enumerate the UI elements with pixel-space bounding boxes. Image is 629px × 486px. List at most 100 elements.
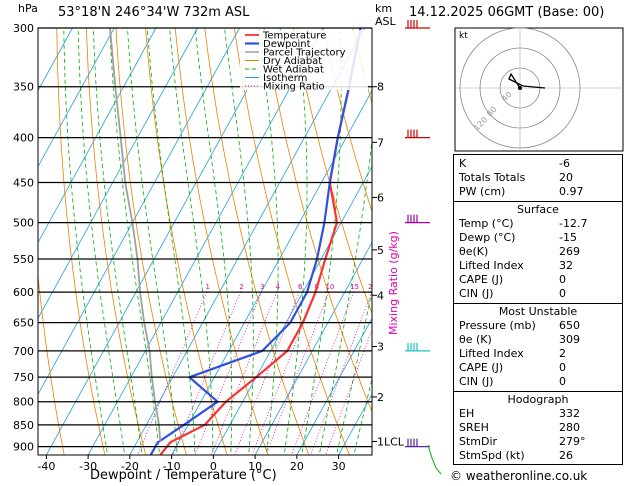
mixing-ratio-label: 3 bbox=[260, 283, 264, 291]
hodograph-center-dot bbox=[518, 86, 522, 90]
dry-adiabat bbox=[86, 28, 147, 455]
pressure-tick-label: 600 bbox=[13, 286, 34, 299]
hodograph-unit: kt bbox=[459, 31, 468, 41]
legend-box bbox=[240, 30, 368, 90]
series-dewpoint bbox=[149, 28, 362, 455]
legend-item: Dewpoint bbox=[263, 39, 311, 50]
x-axis-label: Dewpoint / Temperature (°C) bbox=[90, 468, 277, 483]
temp-tick-label: -40 bbox=[37, 460, 55, 473]
hodo-eh: EH 332 bbox=[459, 407, 580, 420]
pressure-tick-label: 700 bbox=[13, 345, 34, 358]
hodograph-frame bbox=[454, 27, 624, 152]
isotherm-line bbox=[38, 28, 115, 168]
stat-row-k: K -6 bbox=[459, 157, 570, 170]
mu-cape: CAPE (J) 0 bbox=[459, 361, 566, 374]
wet-adiabat bbox=[258, 28, 279, 455]
series-temperature bbox=[159, 28, 362, 455]
isotherm-line bbox=[38, 28, 199, 320]
dry-adiabat bbox=[204, 28, 310, 455]
mixing-ratio-axis-label: Mixing Ratio (g/kg) bbox=[387, 231, 400, 335]
mixing-ratio-label: 15 bbox=[350, 283, 359, 291]
dry-adiabat bbox=[233, 28, 350, 455]
wet-adiabat bbox=[109, 28, 160, 455]
temp-tick-label: 30 bbox=[332, 460, 346, 473]
legend-item: Temperature bbox=[262, 31, 326, 42]
header-datetime: 14.12.2025 06GMT (Base: 00) bbox=[409, 5, 605, 20]
isotherm-line bbox=[87, 28, 324, 455]
mu-pressure: Pressure (mb) 650 bbox=[459, 319, 580, 332]
dry-adiabat bbox=[293, 28, 372, 315]
mixing-ratio-label: 20 bbox=[368, 283, 377, 291]
wind-barb bbox=[405, 342, 430, 352]
temp-tick-label: -30 bbox=[79, 460, 97, 473]
mixing-ratio-line bbox=[194, 291, 262, 455]
wet-adiabat bbox=[77, 28, 126, 455]
hodograph-trace bbox=[508, 72, 546, 89]
km-tick-label: 2 bbox=[377, 391, 384, 404]
wind-barb bbox=[405, 438, 430, 448]
pressure-tick-label: 500 bbox=[13, 217, 34, 230]
isotherm-line bbox=[296, 317, 372, 455]
pressure-tick-label: 450 bbox=[13, 177, 34, 190]
mixing-ratio-label: 4 bbox=[276, 283, 281, 291]
isotherm-line bbox=[45, 28, 282, 455]
km-tick-label: 1LCL bbox=[377, 436, 405, 449]
surface-thetae: θe(K) 269 bbox=[459, 245, 580, 258]
pressure-tick-label: 750 bbox=[13, 371, 34, 384]
surface-cape: CAPE (J) 0 bbox=[459, 273, 566, 286]
header-location: 53°18'N 246°34'W 732m ASL bbox=[58, 5, 250, 20]
wet-adiabat bbox=[194, 28, 233, 455]
dry-adiabat bbox=[145, 28, 228, 455]
hodo-stmspd: StmSpd (kt) 26 bbox=[459, 449, 573, 462]
wet-adiabat bbox=[283, 28, 308, 455]
wind-barb bbox=[405, 129, 430, 139]
hodo-sreh: SREH 280 bbox=[459, 421, 580, 434]
mixing-ratio-label: 6 bbox=[298, 283, 303, 291]
dry-adiabat bbox=[263, 28, 372, 413]
km-tick-label: 8 bbox=[377, 81, 384, 94]
legend-item: Mixing Ratio bbox=[263, 82, 325, 93]
surface-li: Lifted Index 32 bbox=[459, 259, 573, 272]
pressure-tick-label: 300 bbox=[13, 22, 34, 35]
isotherm-line bbox=[254, 241, 372, 455]
isotherm-line bbox=[129, 28, 366, 455]
mu-cin: CIN (J) 0 bbox=[459, 375, 566, 388]
mixing-ratio-line bbox=[251, 291, 317, 455]
temp-tick-label: 20 bbox=[290, 460, 304, 473]
pressure-tick-label: 900 bbox=[13, 441, 34, 454]
right-axis-unit-asl: ASL bbox=[375, 15, 396, 28]
mixing-ratio-line bbox=[210, 291, 278, 455]
credit-text: © weatheronline.co.uk bbox=[450, 469, 588, 483]
pressure-tick-label: 850 bbox=[13, 419, 34, 432]
pressure-tick-label: 650 bbox=[13, 317, 34, 330]
isotherm-line bbox=[38, 28, 73, 92]
km-tick-label: 6 bbox=[377, 191, 384, 204]
wet-adiabat bbox=[127, 28, 178, 455]
legend-item: Dry Adiabat bbox=[263, 56, 322, 67]
hodo-stmdir: StmDir 279° bbox=[459, 435, 586, 448]
legend-item: Parcel Trajectory bbox=[263, 48, 346, 59]
dry-adiabat bbox=[322, 28, 372, 213]
pressure-tick-label: 550 bbox=[13, 253, 34, 266]
km-tick-label: 4 bbox=[377, 289, 384, 302]
unstable-title: Most Unstable bbox=[498, 305, 578, 318]
isotherm-line bbox=[171, 89, 372, 455]
plot-area: 1 2 3 4 6 8 10 15 20 25 bbox=[38, 28, 377, 455]
temp-tick-label: -10 bbox=[163, 460, 181, 473]
mixing-ratio-label: 2 bbox=[239, 283, 243, 291]
surface-wind-barb bbox=[427, 444, 442, 475]
mu-thetae: θe (K) 309 bbox=[459, 333, 580, 346]
pressure-tick-label: 400 bbox=[13, 132, 34, 145]
plot-frame bbox=[37, 27, 373, 456]
wet-adiabat bbox=[336, 288, 372, 455]
stats-panel: K -6 Totals Totals 20 PW (cm) 0.97 Surface … bbox=[453, 154, 623, 465]
surface-temp: Temp (°C) -12.7 bbox=[459, 217, 588, 230]
mu-li: Lifted Index 2 bbox=[459, 347, 566, 360]
pressure-tick-label: 350 bbox=[13, 81, 34, 94]
surface-cin: CIN (J) 0 bbox=[459, 287, 566, 300]
dry-adiabat bbox=[174, 28, 269, 455]
legend-item: Wet Adiabat bbox=[263, 65, 324, 76]
dry-adiabat bbox=[56, 28, 106, 455]
temp-tick-label: 0 bbox=[210, 460, 217, 473]
